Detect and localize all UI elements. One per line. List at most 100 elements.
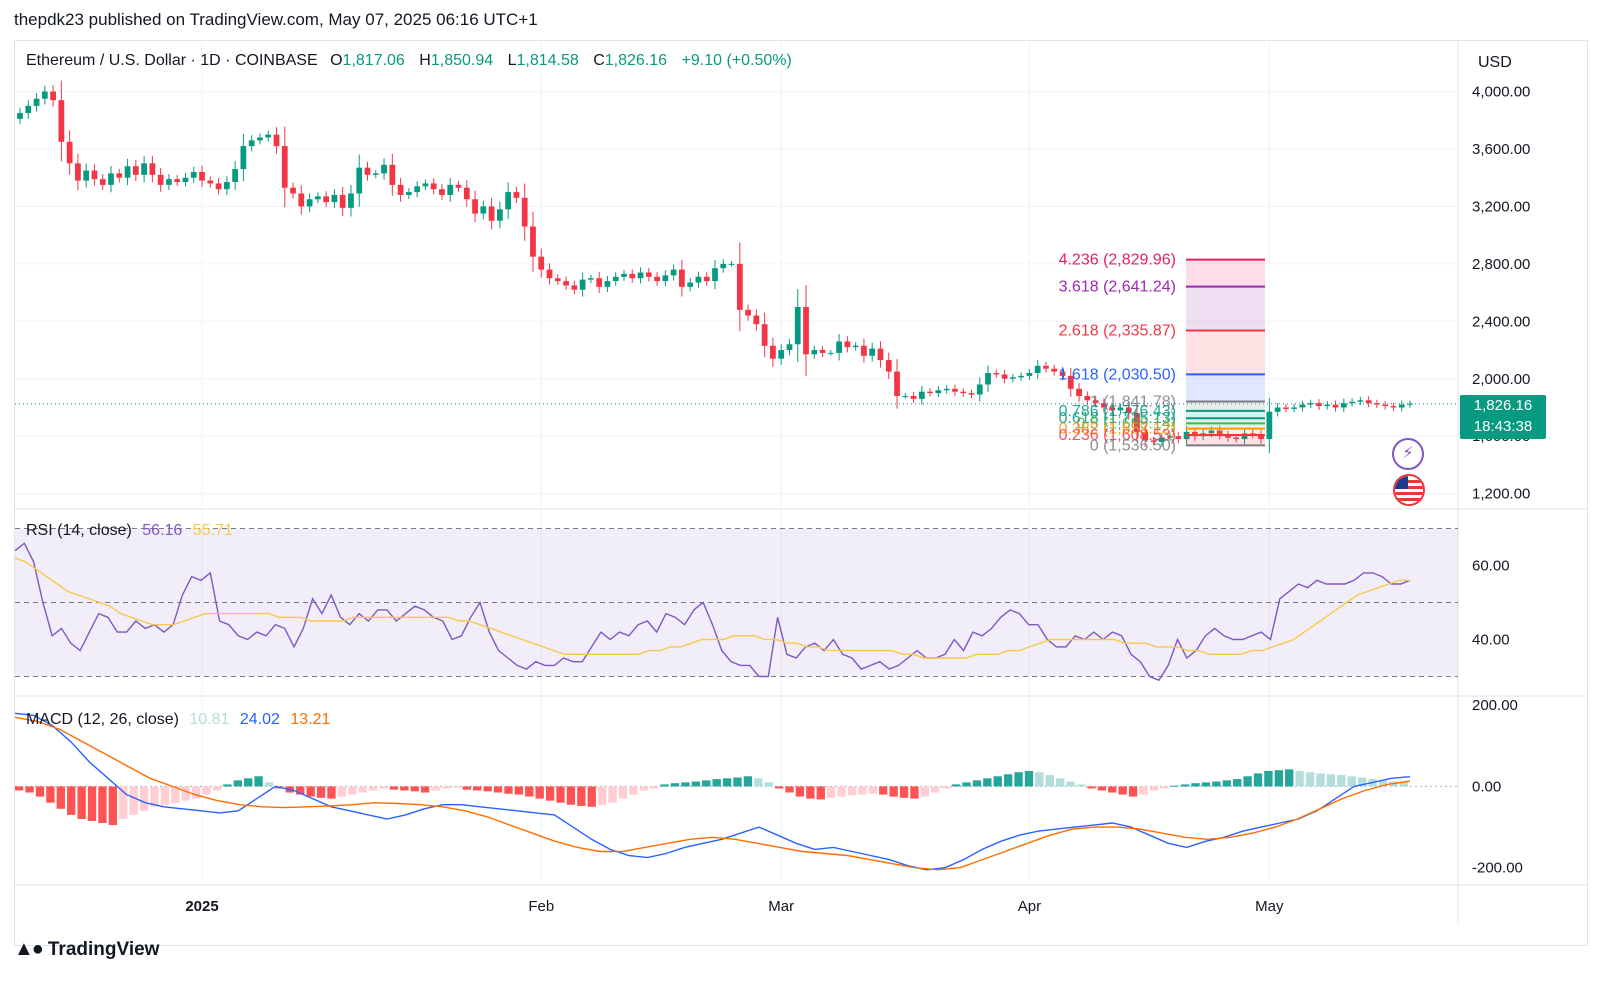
fib-zone (1186, 434, 1265, 446)
candle-body (1216, 430, 1223, 435)
candle-body (116, 173, 123, 178)
candle-body (1349, 401, 1355, 404)
macd-histogram-bar (556, 786, 565, 803)
candle-body (720, 263, 727, 269)
candle-body (985, 373, 991, 385)
macd-histogram-bar (233, 780, 242, 787)
macd-histogram-bar (441, 786, 451, 789)
candle-body (75, 163, 81, 181)
macd-histogram-bar (379, 786, 388, 789)
macd-histogram-bar (691, 781, 701, 787)
close-label: C (593, 52, 605, 69)
change-value: +9.10 (+0.50%) (681, 52, 792, 69)
macd-histogram-bar (1097, 786, 1107, 791)
candle-body (356, 167, 363, 194)
candle-body (1150, 440, 1157, 442)
candle-body (108, 173, 114, 185)
macd-histogram-bar (910, 786, 919, 799)
macd-histogram-bar (212, 786, 222, 791)
candle-body (1307, 403, 1314, 405)
candle-body (621, 273, 627, 277)
candle-body (1142, 431, 1149, 441)
candle-body (439, 189, 445, 195)
candle-body (968, 393, 975, 395)
candle-body (422, 183, 429, 187)
symbol-name: Ethereum / U.S. Dollar · 1D · COINBASE (26, 52, 318, 69)
macd-histogram-bar (1347, 776, 1356, 787)
macd-histogram-bar (1253, 773, 1263, 787)
candle-body (1266, 411, 1273, 440)
candle-body (281, 146, 288, 188)
fib-zone (1186, 286, 1265, 331)
candle-body (414, 186, 421, 193)
candle-body (836, 341, 842, 353)
candle-body (298, 193, 305, 207)
rsi-value: 56.16 (142, 522, 183, 539)
macd-histogram-bar (858, 786, 867, 795)
candle-body (976, 384, 983, 395)
candle-body (662, 275, 669, 282)
macd-histogram-bar (785, 786, 794, 793)
macd-histogram-bar (525, 786, 534, 797)
macd-histogram-bar (806, 786, 815, 799)
candle-body (215, 183, 222, 190)
candle-body (703, 276, 710, 282)
candle-body (1225, 434, 1231, 438)
fib-level-label: 2.618 (2,335.87) (1059, 323, 1176, 340)
macd-histogram-bar (1066, 781, 1075, 787)
macd-histogram-bar (119, 786, 128, 819)
macd-tick-label: 200.00 (1472, 697, 1518, 714)
macd-histogram-bar (244, 778, 253, 787)
fib-zone (1186, 428, 1265, 435)
candle-body (1241, 433, 1248, 440)
fib-zone (1186, 374, 1265, 402)
macd-histogram-bar (566, 786, 576, 805)
candle-body (1167, 436, 1173, 438)
macd-histogram-bar (650, 786, 659, 789)
tradingview-logo-icon: ▲● (14, 938, 44, 960)
candle-body (1051, 368, 1058, 372)
candle-body (770, 345, 776, 359)
macd-histogram-bar (358, 786, 367, 793)
macd-histogram-bar (1378, 780, 1388, 787)
candle-body (223, 182, 230, 190)
candle-body (786, 344, 793, 351)
candle-body (670, 269, 677, 276)
candle-body (25, 105, 32, 114)
candle-body (803, 306, 809, 355)
candle-body (852, 345, 859, 348)
candle-body (1258, 434, 1264, 440)
candle-body (819, 350, 826, 353)
candle-body (530, 226, 536, 257)
rsi-tick-label: 60.00 (1472, 558, 1510, 575)
candle-body (314, 196, 321, 200)
macd-histogram-bar (1087, 786, 1096, 789)
candle-body (1084, 395, 1091, 401)
candle-body (1158, 437, 1165, 442)
macd-histogram-bar (1295, 770, 1304, 787)
macd-histogram-bar (56, 786, 65, 809)
tradingview-logo[interactable]: ▲● TradingView (14, 938, 159, 961)
macd-histogram-bar (181, 786, 190, 801)
candle-body (174, 179, 181, 183)
macd-histogram-bar (160, 786, 170, 805)
macd-histogram-bar (733, 777, 742, 787)
macd-histogram-bar (1108, 786, 1117, 793)
currency-label[interactable]: USD (1478, 54, 1512, 71)
fib-zone (1186, 259, 1265, 287)
ai-sparkle-icon[interactable]: ⚡ (1392, 438, 1424, 470)
us-flag-icon[interactable] (1393, 474, 1425, 506)
macd-histogram-bar (316, 786, 326, 798)
macd-value: 24.02 (239, 711, 280, 728)
candle-body (405, 192, 412, 195)
macd-histogram-bar (452, 786, 461, 788)
candle-body (1299, 404, 1306, 408)
macd-histogram-bar (587, 786, 596, 807)
macd-histogram-bar (535, 786, 544, 799)
candle-body (1076, 388, 1082, 396)
candle-body (1283, 407, 1289, 409)
macd-histogram-bar (816, 786, 825, 800)
macd-hist-value: 10.81 (189, 711, 230, 728)
candle-body (1291, 407, 1298, 409)
